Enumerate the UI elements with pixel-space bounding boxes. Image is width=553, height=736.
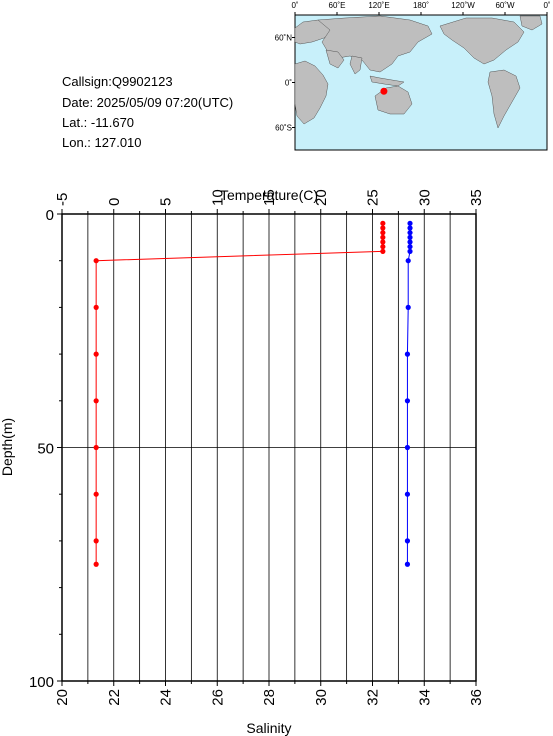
temperature-profile-point — [93, 398, 99, 404]
depth-axis-title: Depth(m) — [0, 418, 15, 476]
salinity-profile-point — [404, 444, 411, 451]
salinity-profile-point — [404, 351, 411, 357]
map-lon-tick-label: 60˚E — [329, 1, 346, 10]
salinity-profile-point — [404, 398, 411, 404]
salinity-tick-label: 24 — [158, 689, 175, 706]
salinity-profile-point — [407, 248, 413, 254]
map-lon-tick-label: 120˚W — [451, 1, 475, 10]
temperature-profile-point — [380, 248, 386, 254]
map-lon-tick-label: 0˚ — [291, 1, 298, 10]
map-lon-tick-label: 180˚ — [413, 1, 429, 10]
salinity-profile-point — [407, 225, 413, 231]
map-lon-tick-label: 0˚ — [543, 1, 550, 10]
temperature-tick-label: 35 — [468, 189, 485, 206]
station-marker-icon — [380, 87, 388, 95]
station-info: Callsign:Q9902123 Date: 2025/05/09 07:20… — [62, 74, 233, 150]
temperature-profile-point — [380, 220, 386, 226]
land-greenland — [519, 15, 543, 31]
salinity-profile-point — [407, 239, 413, 245]
salinity-profile-point — [404, 538, 411, 544]
salinity-tick-label: 20 — [54, 689, 71, 706]
map-lon-tick-label: 60˚W — [495, 1, 515, 10]
depth-tick-label: 100 — [29, 674, 54, 691]
map-lon-tick-label: 120˚E — [368, 1, 389, 10]
map-land — [294, 15, 543, 129]
salinity-profile-point — [405, 304, 411, 310]
temperature-profile-point — [93, 444, 99, 451]
world-map: 0˚ 60˚E 120˚E 180˚ 120˚W 60˚W 0˚ 60˚N 0˚ 60˚S — [275, 1, 551, 151]
depth-tick-label: 50 — [37, 441, 54, 458]
salinity-tick-label: 26 — [209, 689, 226, 706]
temperature-profile-point — [93, 561, 99, 567]
salinity-profile-point — [405, 258, 411, 264]
salinity-tick-label: 30 — [313, 689, 330, 706]
land-arabia — [325, 49, 345, 69]
temperature-tick-label: -5 — [54, 193, 71, 206]
callsign-text: Callsign:Q9902123 — [62, 74, 173, 89]
temperature-tick-label: 15 — [261, 189, 278, 206]
temperature-profile-point — [93, 258, 99, 264]
map-lat-tick-label: 60˚S — [275, 124, 292, 133]
temperature-tick-label: 10 — [209, 189, 226, 206]
temperature-profile-point — [380, 225, 386, 231]
map-ticks: 0˚ 60˚E 120˚E 180˚ 120˚W 60˚W 0˚ 60˚N 0˚ 60˚S — [275, 1, 551, 133]
land-india — [349, 55, 363, 75]
temperature-profile-point — [93, 491, 99, 497]
temperature-profile-point — [93, 538, 99, 544]
land-indonesia — [369, 75, 405, 87]
date-text: Date: 2025/05/09 07:20(UTC) — [62, 95, 233, 110]
salinity-profile-point — [404, 491, 411, 497]
land-south-america — [487, 69, 521, 129]
land-north-america — [439, 17, 525, 65]
plot-series — [93, 220, 413, 567]
salinity-profile-point — [407, 220, 413, 226]
temperature-profile-line — [95, 223, 384, 565]
map-lat-tick-label: 60˚N — [275, 34, 293, 43]
temperature-profile-point — [93, 304, 99, 310]
salinity-profile-point — [404, 561, 411, 567]
land-africa — [294, 60, 329, 125]
plot-grid — [62, 214, 476, 681]
longitude-text: Lon.: 127.010 — [62, 135, 142, 150]
temperature-profile-point — [380, 234, 386, 240]
salinity-tick-label: 22 — [106, 689, 123, 706]
temperature-tick-label: 25 — [365, 189, 382, 206]
salinity-profile-point — [407, 230, 413, 236]
temperature-profile-point — [93, 351, 99, 357]
salinity-profile-line — [406, 223, 411, 565]
latitude-text: Lat.: -11.670 — [62, 115, 134, 130]
salinity-tick-label: 28 — [261, 689, 278, 706]
temperature-profile-point — [380, 239, 386, 245]
temperature-tick-label: 5 — [158, 198, 175, 206]
temperature-profile-point — [380, 230, 386, 236]
temperature-axis-title: Temperature(C) — [220, 187, 318, 203]
map-lat-tick-label: 0˚ — [285, 79, 292, 88]
salinity-profile-point — [407, 244, 413, 250]
salinity-tick-label: 36 — [468, 689, 485, 706]
depth-tick-label: 0 — [46, 207, 54, 224]
temperature-tick-label: 30 — [416, 189, 433, 206]
salinity-profile-point — [407, 234, 413, 240]
temperature-tick-label: 20 — [313, 189, 330, 206]
temperature-tick-label: 0 — [106, 198, 123, 206]
salinity-tick-label: 32 — [365, 689, 382, 706]
salinity-axis-title: Salinity — [246, 720, 291, 736]
temperature-profile-point — [380, 244, 386, 250]
salinity-tick-label: 34 — [416, 689, 433, 706]
